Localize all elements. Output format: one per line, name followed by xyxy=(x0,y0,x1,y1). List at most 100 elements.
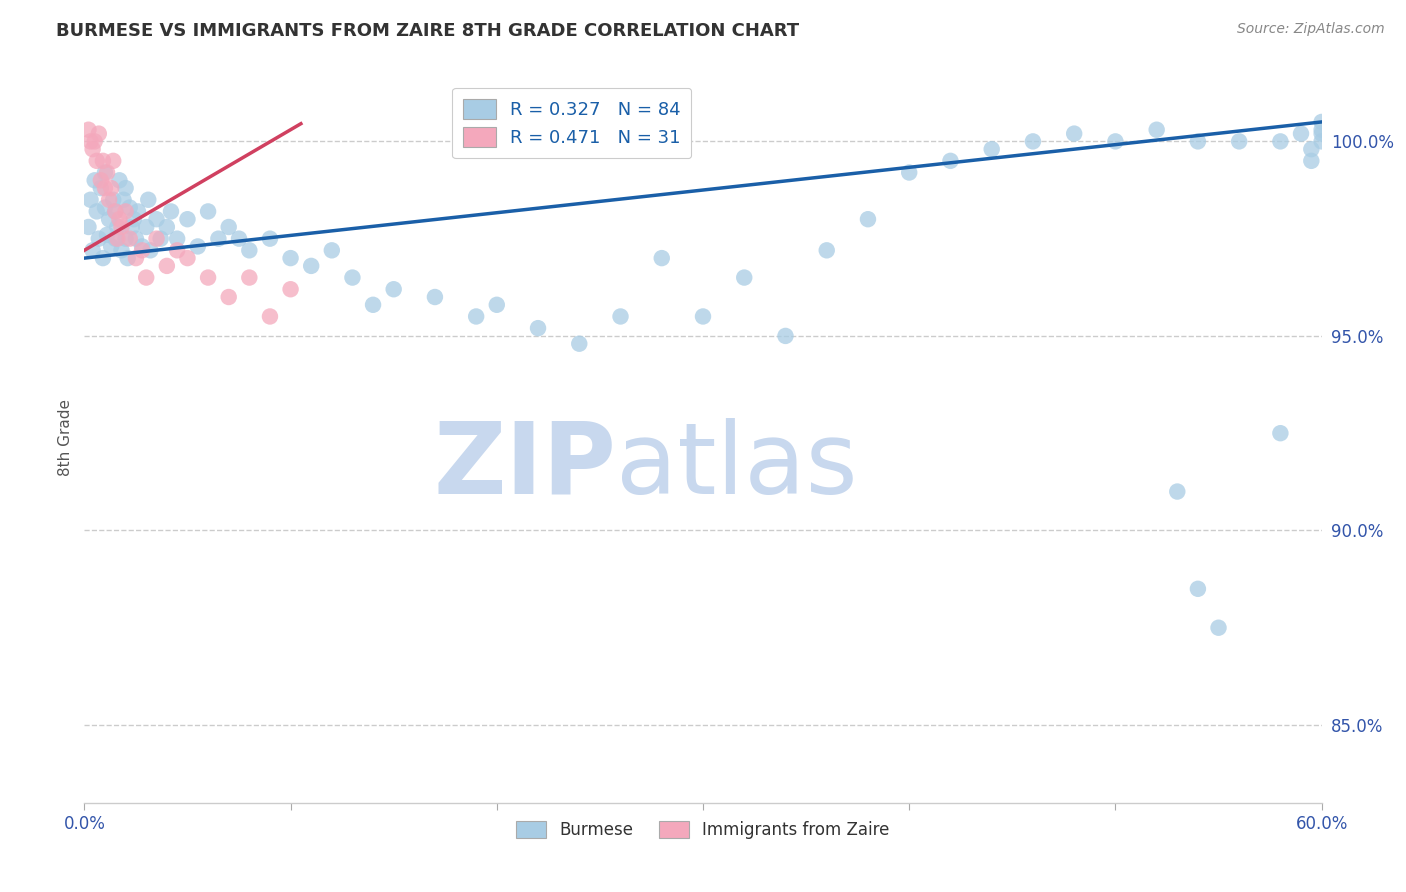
Point xyxy=(733,270,755,285)
Point xyxy=(898,165,921,179)
Point xyxy=(100,181,122,195)
Point xyxy=(1289,127,1312,141)
Point xyxy=(125,251,148,265)
Point xyxy=(568,336,591,351)
Point xyxy=(98,212,121,227)
Point xyxy=(228,232,250,246)
Point xyxy=(139,244,162,258)
Point xyxy=(77,122,100,136)
Point xyxy=(176,212,198,227)
Point xyxy=(485,298,508,312)
Point xyxy=(465,310,488,324)
Point xyxy=(342,270,364,285)
Point xyxy=(280,282,302,296)
Point xyxy=(1270,135,1292,149)
Point xyxy=(83,135,105,149)
Point xyxy=(160,204,183,219)
Point xyxy=(1104,135,1126,149)
Point xyxy=(94,165,117,179)
Point xyxy=(121,219,143,234)
Point xyxy=(135,270,157,285)
Point xyxy=(259,310,281,324)
Point xyxy=(122,212,145,227)
Point xyxy=(1270,426,1292,441)
Point xyxy=(104,232,127,246)
Point xyxy=(1022,135,1045,149)
Point xyxy=(110,219,132,234)
Point xyxy=(166,232,188,246)
Point xyxy=(103,193,125,207)
Point xyxy=(118,201,141,215)
Point xyxy=(108,173,131,187)
Text: Source: ZipAtlas.com: Source: ZipAtlas.com xyxy=(1237,22,1385,37)
Point xyxy=(382,282,405,296)
Point xyxy=(815,244,838,258)
Point xyxy=(238,270,260,285)
Point xyxy=(176,251,198,265)
Point xyxy=(280,251,302,265)
Point xyxy=(86,204,108,219)
Text: BURMESE VS IMMIGRANTS FROM ZAIRE 8TH GRADE CORRELATION CHART: BURMESE VS IMMIGRANTS FROM ZAIRE 8TH GRA… xyxy=(56,22,800,40)
Point xyxy=(114,181,136,195)
Point xyxy=(87,127,110,141)
Point xyxy=(1310,127,1333,141)
Point xyxy=(218,290,240,304)
Point xyxy=(1208,621,1230,635)
Point xyxy=(423,290,446,304)
Point xyxy=(149,232,172,246)
Point xyxy=(125,232,148,246)
Point xyxy=(218,219,240,234)
Point xyxy=(90,173,112,187)
Point xyxy=(127,204,149,219)
Point xyxy=(118,232,141,246)
Point xyxy=(651,251,673,265)
Point xyxy=(609,310,631,324)
Point xyxy=(114,204,136,219)
Y-axis label: 8th Grade: 8th Grade xyxy=(58,399,73,475)
Point xyxy=(775,329,797,343)
Point xyxy=(527,321,550,335)
Point xyxy=(1310,135,1333,149)
Point xyxy=(105,219,128,234)
Point xyxy=(91,251,114,265)
Point xyxy=(104,204,127,219)
Point xyxy=(1227,135,1250,149)
Text: ZIP: ZIP xyxy=(433,417,616,515)
Point xyxy=(94,201,117,215)
Point xyxy=(96,227,118,242)
Point xyxy=(112,193,135,207)
Point xyxy=(156,219,179,234)
Point xyxy=(117,251,139,265)
Point xyxy=(100,239,122,253)
Point xyxy=(145,212,167,227)
Point xyxy=(90,181,112,195)
Point xyxy=(86,153,108,168)
Point xyxy=(207,232,229,246)
Point xyxy=(692,310,714,324)
Point xyxy=(131,239,153,253)
Point xyxy=(856,212,879,227)
Point xyxy=(259,232,281,246)
Point xyxy=(197,204,219,219)
Point xyxy=(1301,153,1323,168)
Point xyxy=(145,232,167,246)
Point xyxy=(104,204,127,219)
Point xyxy=(1063,127,1085,141)
Point xyxy=(197,270,219,285)
Point xyxy=(1166,484,1188,499)
Point xyxy=(1187,135,1209,149)
Point xyxy=(156,259,179,273)
Point xyxy=(1310,122,1333,136)
Point xyxy=(321,244,343,258)
Point xyxy=(91,153,114,168)
Point xyxy=(299,259,322,273)
Legend: Burmese, Immigrants from Zaire: Burmese, Immigrants from Zaire xyxy=(510,814,896,846)
Point xyxy=(939,153,962,168)
Point xyxy=(1187,582,1209,596)
Point xyxy=(1301,142,1323,156)
Point xyxy=(187,239,209,253)
Point xyxy=(96,165,118,179)
Point xyxy=(77,219,100,234)
Point xyxy=(131,244,153,258)
Point xyxy=(361,298,384,312)
